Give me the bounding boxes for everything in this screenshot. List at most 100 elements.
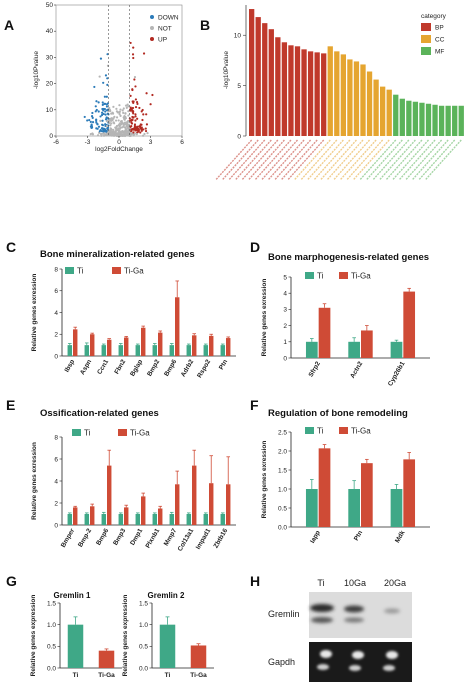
volcano-point: [109, 124, 112, 127]
volcano-point: [114, 133, 117, 136]
y-tick-label: 1.5: [47, 600, 56, 607]
category-label: Ccn1: [96, 358, 110, 376]
volcano-point: [128, 134, 131, 138]
y-axis-label: Relative genes exression: [31, 442, 38, 520]
volcano-point: [122, 125, 125, 128]
volcano-point: [134, 85, 137, 88]
bar-ti: [390, 489, 403, 527]
go-bar-mf: [458, 105, 464, 136]
legend-not-label: NOT: [158, 26, 172, 33]
volcano-point: [91, 111, 94, 115]
volcano-point: [100, 134, 103, 137]
volcano-point: [119, 108, 122, 111]
go-bar-bp: [255, 17, 261, 136]
volcano-point: [142, 128, 145, 131]
go-bar-cc: [360, 64, 366, 136]
volcano-point: [95, 119, 98, 122]
volcano-point: [110, 122, 113, 125]
panel-f-title: Regulation of bone remodeling: [268, 408, 408, 419]
volcano-point: [133, 78, 136, 81]
volcano-point: [104, 113, 107, 116]
volcano-x-tick-label: -6: [53, 139, 59, 146]
go-legend-bp: BP: [435, 25, 444, 32]
volcano-point: [126, 133, 129, 137]
go-bar-mf: [399, 98, 405, 136]
legend-swatch-tiga: [339, 272, 348, 279]
go-y-tick-label: 10: [234, 33, 242, 40]
volcano-point: [119, 134, 122, 138]
volcano-point: [122, 111, 125, 114]
volcano-point: [104, 118, 108, 121]
y-tick-label: 2: [54, 500, 58, 507]
bar-tiga: [73, 507, 78, 525]
band-gapdh-ti-lower: [317, 664, 329, 670]
volcano-point: [144, 127, 147, 130]
legend-dot-not: [150, 26, 154, 30]
go-bar-cc: [334, 51, 340, 136]
y-tick-label: 6: [54, 456, 58, 463]
volcano-point: [96, 134, 100, 137]
volcano-x-ticks: -6 -3 0 3 6: [53, 136, 184, 146]
volcano-x-label: log2FoldChange: [95, 146, 143, 153]
y-tick-label: 1.5: [139, 600, 148, 607]
bar-tiga: [209, 335, 214, 356]
volcano-point: [140, 123, 143, 126]
go-bar-bp: [301, 49, 307, 136]
volcano-point: [105, 116, 108, 119]
volcano-point: [100, 113, 104, 117]
volcano-point: [123, 118, 126, 121]
volcano-point: [108, 106, 111, 110]
volcano-point: [129, 119, 133, 122]
band-gremlin-20ga: [384, 608, 400, 614]
category-label: Ti-Ga: [98, 672, 115, 679]
panel-d-letter: D: [250, 239, 260, 255]
blot-gapdh-membrane: [309, 642, 412, 682]
volcano-point: [141, 108, 144, 112]
bar-ti: [348, 341, 360, 358]
volcano-point: [126, 126, 129, 129]
bar-tiga: [107, 339, 112, 356]
panel-c-letter: C: [6, 239, 16, 255]
volcano-y-tick-label: 0: [49, 133, 53, 140]
volcano-point: [115, 116, 119, 119]
y-tick-label: 3: [283, 307, 287, 314]
blot-row-gapdh: Gapdh: [268, 657, 295, 667]
y-tick-label: 8: [54, 266, 58, 273]
y-tick-label: 0.0: [139, 665, 148, 672]
go-bar-cc: [386, 89, 392, 136]
bar-ti: [152, 514, 157, 525]
volcano-point: [144, 129, 148, 133]
volcano-point: [132, 112, 135, 115]
volcano-point: [116, 133, 120, 137]
volcano-point: [112, 128, 115, 131]
category-label: Bmp3: [112, 527, 127, 546]
volcano-point: [104, 133, 107, 136]
go-y-tick-label: 5: [237, 83, 241, 90]
y-tick-label: 2.0: [278, 448, 287, 455]
blot-gremlin-membrane: [309, 592, 412, 638]
blot-lane-20ga: 20Ga: [384, 578, 406, 588]
y-tick-label: 0.5: [47, 644, 56, 651]
go-bar-bp: [307, 51, 314, 136]
volcano-point: [132, 56, 135, 60]
y-tick-label: 0.0: [278, 524, 287, 531]
volcano-point: [119, 132, 122, 135]
y-tick-label: 8: [54, 434, 58, 441]
go-legend-title: category: [421, 13, 447, 20]
volcano-point: [151, 93, 154, 97]
bar-tiga: [403, 459, 416, 527]
volcano-point: [146, 132, 149, 135]
go-bar-mf: [412, 101, 419, 136]
panel-h-letter: H: [250, 573, 260, 589]
volcano-point: [117, 130, 121, 134]
volcano-point: [101, 123, 104, 126]
volcano-point: [101, 107, 104, 111]
volcano-point: [141, 134, 145, 137]
volcano-point: [103, 95, 106, 98]
legend-label-ti: Ti: [317, 427, 324, 436]
go-y-tick-label: 0: [237, 134, 241, 141]
volcano-point: [118, 104, 121, 107]
volcano-point: [133, 75, 137, 79]
volcano-point: [142, 113, 145, 116]
